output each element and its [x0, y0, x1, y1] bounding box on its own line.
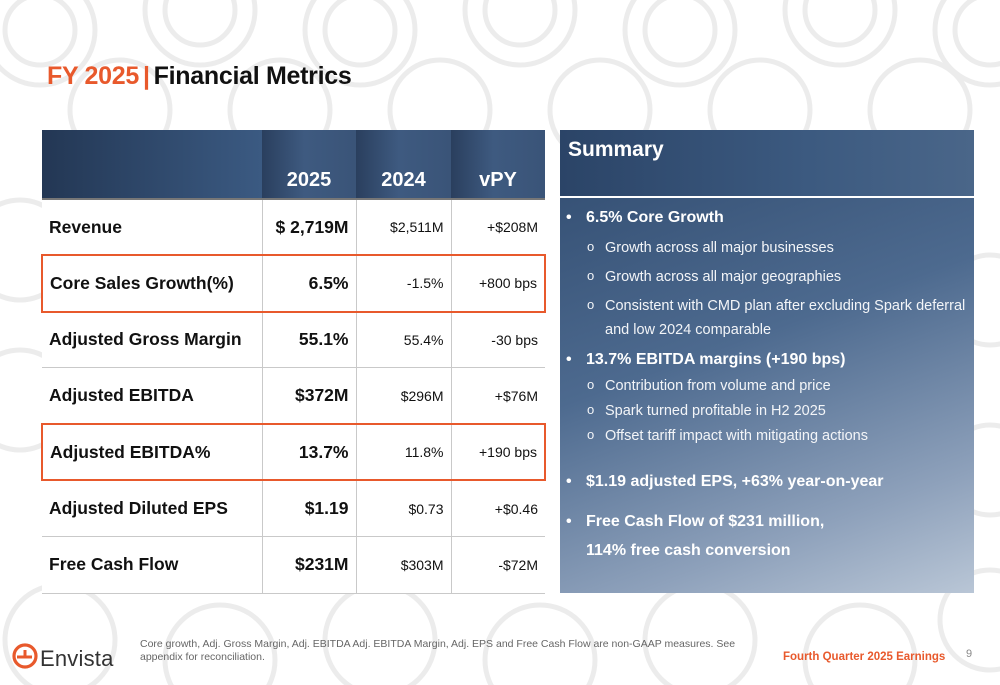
page-title: FY 2025 | Financial Metrics [47, 62, 352, 91]
value-2025: $ 2,719M [262, 197, 357, 256]
row-label: Adjusted EBITDA% [41, 423, 263, 482]
table-row: Revenue $ 2,719M $2,511M +$208M [42, 197, 545, 256]
value-vpy: -30 bps [451, 311, 545, 369]
value-vpy: -$72M [451, 536, 545, 594]
summary-title: Summary [568, 138, 664, 161]
value-2024: $2,511M [356, 197, 452, 256]
summary-bullet: 13.7% EBITDA margins (+190 bps) [560, 348, 974, 372]
value-vpy: +$76M [451, 367, 545, 425]
summary-sub-bullet: Contribution from volume and price [560, 373, 974, 398]
summary-panel: Summary 6.5% Core Growth Growth across a… [560, 130, 974, 593]
value-2024: -1.5% [356, 254, 452, 313]
table-row: Adjusted Diluted EPS $1.19 $0.73 +$0.46 [42, 480, 545, 538]
value-2025: $1.19 [262, 480, 357, 538]
event-label: Fourth Quarter 2025 Earnings [783, 651, 946, 663]
value-vpy: +800 bps [451, 254, 546, 313]
header-vpy: vPY [451, 130, 545, 199]
table-row: Core Sales Growth(%) 6.5% -1.5% +800 bps [41, 254, 546, 313]
value-2024: $296M [356, 367, 452, 425]
summary-bullet: 6.5% Core Growth [560, 206, 974, 230]
row-label: Core Sales Growth(%) [41, 254, 263, 313]
value-2025: $231M [262, 536, 357, 594]
summary-sub-bullet: Offset tariff impact with mitigating act… [560, 423, 974, 448]
header-2025: 2025 [262, 130, 356, 199]
row-label: Adjusted Gross Margin [42, 311, 263, 369]
summary-bullet-line: Free Cash Flow of $231 million, [586, 513, 825, 530]
title-year: FY 2025 [47, 62, 139, 90]
row-label: Adjusted EBITDA [42, 367, 263, 425]
row-label: Revenue [42, 197, 263, 256]
header-2024: 2024 [356, 130, 451, 199]
header-blank [42, 130, 262, 199]
value-2025: 6.5% [262, 254, 357, 313]
summary-sub-bullet: Spark turned profitable in H2 2025 [560, 398, 974, 423]
page-number: 9 [966, 648, 973, 660]
table-row: Adjusted EBITDA $372M $296M +$76M [42, 367, 545, 425]
title-separator: | [142, 62, 150, 90]
summary-bullet: $1.19 adjusted EPS, +63% year-on-year [560, 470, 974, 494]
financial-metrics-table: 2025 2024 vPY Revenue $ 2,719M $2,511M +… [41, 130, 546, 594]
summary-sub-bullet: Growth across all major geographies [560, 264, 974, 289]
value-2024: $303M [356, 536, 452, 594]
summary-bullet: Free Cash Flow of $231 million, 114% fre… [560, 510, 974, 563]
summary-sub-bullet: Growth across all major businesses [560, 235, 974, 260]
value-vpy: +$208M [451, 197, 545, 256]
summary-sub-bullet: Consistent with CMD plan after excluding… [560, 293, 974, 342]
title-text: Financial Metrics [153, 62, 352, 90]
summary-header: Summary [560, 130, 974, 198]
row-label: Adjusted Diluted EPS [42, 480, 263, 538]
row-label: Free Cash Flow [42, 536, 263, 594]
footnote: Core growth, Adj. Gross Margin, Adj. EBI… [140, 638, 736, 663]
value-2024: $0.73 [356, 480, 452, 538]
value-2025: 55.1% [262, 311, 357, 369]
envista-logo-icon [12, 643, 38, 669]
table-header-row: 2025 2024 vPY [42, 130, 545, 199]
value-2025: $372M [262, 367, 357, 425]
value-2025: 13.7% [262, 423, 357, 482]
brand-name: Envista [40, 646, 114, 671]
value-2024: 55.4% [356, 311, 452, 369]
table-row: Free Cash Flow $231M $303M -$72M [42, 536, 545, 594]
summary-body: 6.5% Core Growth Growth across all major… [560, 206, 974, 563]
summary-bullet-line: 114% free cash conversion [586, 542, 791, 559]
table-row: Adjusted EBITDA% 13.7% 11.8% +190 bps [41, 423, 546, 482]
value-vpy: +$0.46 [451, 480, 545, 538]
table-row: Adjusted Gross Margin 55.1% 55.4% -30 bp… [42, 311, 545, 369]
value-vpy: +190 bps [451, 423, 546, 482]
value-2024: 11.8% [356, 423, 452, 482]
